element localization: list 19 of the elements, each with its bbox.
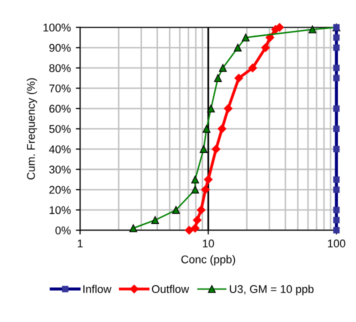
y-tick-label: 80% (49, 64, 71, 72)
y-tick-label: 50% (49, 125, 71, 133)
legend-label: Outflow (152, 284, 190, 294)
x-axis-title: Conc (ppb) (181, 255, 236, 266)
x-tick-label: 100 (328, 240, 346, 248)
x-tick-label: 1 (78, 240, 83, 248)
y-tick-label: 20% (49, 186, 71, 194)
y-axis-title: Cum. Frequency (%) (26, 78, 38, 180)
y-tick-label: 60% (49, 104, 71, 113)
legend-label: Inflow (83, 284, 112, 294)
legend-label: U3, GM = 10 ppb (230, 284, 314, 296)
x-tick-label: 10 (202, 240, 214, 248)
y-tick-label: 0% (55, 226, 71, 234)
y-tick-label: 30% (49, 166, 71, 174)
y-tick-label: 100% (44, 24, 71, 32)
y-tick-label: 40% (49, 145, 71, 154)
y-tick-label: 10% (50, 206, 71, 214)
y-tick-label: 70% (49, 84, 71, 92)
y-tick-label: 90% (49, 44, 71, 52)
